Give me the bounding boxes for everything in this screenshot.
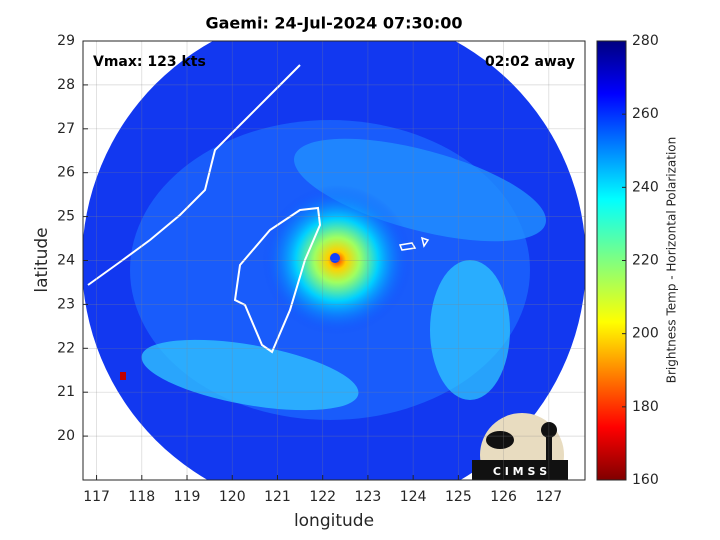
x-tick-label: 117	[83, 489, 110, 505]
colorbar-tick-label: 200	[632, 326, 659, 342]
time-annotation: 02:02 away	[485, 54, 575, 70]
x-tick-label: 125	[445, 489, 472, 505]
colorbar-tick-label: 280	[632, 33, 659, 49]
satellite-image: C I M S S	[83, 41, 585, 480]
y-tick-label: 24	[57, 253, 75, 269]
y-tick-label: 26	[57, 165, 75, 181]
colorbar-tick-label: 220	[632, 253, 659, 269]
x-tick-label: 126	[490, 489, 517, 505]
x-tick-label: 123	[355, 489, 382, 505]
y-tick-label: 21	[57, 384, 75, 400]
y-tick-label: 25	[57, 209, 75, 225]
colorbar-label: Brightness Temp - Horizontal Polarizatio…	[665, 137, 679, 384]
y-tick-label: 29	[57, 33, 75, 49]
x-tick-label: 120	[219, 489, 246, 505]
y-tick-label: 22	[57, 340, 75, 356]
vmax-annotation: Vmax: 123 kts	[93, 54, 206, 70]
x-tick-label: 119	[174, 489, 201, 505]
x-axis-label: longitude	[294, 511, 374, 531]
x-tick-label: 118	[128, 489, 155, 505]
colorbar-tick-label: 240	[632, 179, 659, 195]
y-tick-label: 23	[57, 296, 75, 312]
colorbar-tick-label: 260	[632, 106, 659, 122]
x-tick-label: 122	[309, 489, 336, 505]
y-tick-label: 20	[57, 428, 75, 444]
colorbar	[596, 40, 627, 481]
y-tick-label: 27	[57, 121, 75, 137]
y-tick-label: 28	[57, 77, 75, 93]
logo: C I M S S	[472, 413, 568, 480]
y-axis-label: latitude	[32, 227, 52, 292]
logo-text: C I M S S	[493, 465, 547, 478]
x-tick-label: 127	[535, 489, 562, 505]
colorbar-tick-label: 180	[632, 399, 659, 415]
x-tick-label: 124	[400, 489, 427, 505]
x-tick-label: 121	[264, 489, 291, 505]
title: Gaemi: 24-Jul-2024 07:30:00	[206, 14, 463, 33]
colorbar-tick-label: 160	[632, 472, 659, 488]
